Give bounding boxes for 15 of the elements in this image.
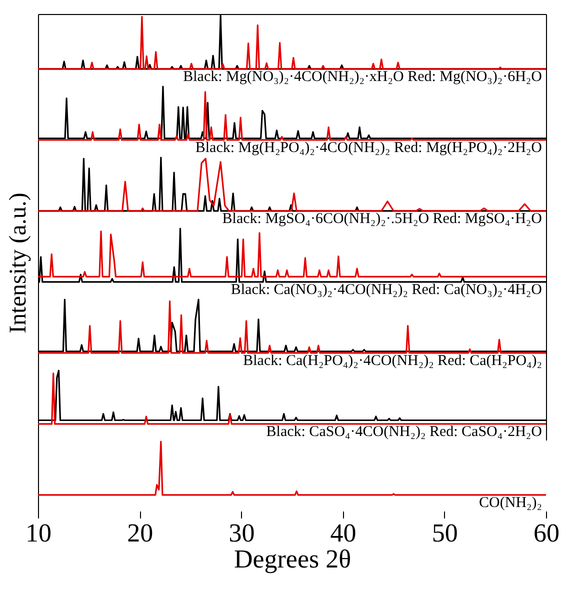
annotation: CO(NH₂)₂ xyxy=(479,495,542,511)
x-tick-label: 20 xyxy=(127,518,154,548)
x-tick-label: 30 xyxy=(228,518,255,548)
annotation: Black: Ca(NO₃)₂·4CO(NH₂)₂ Red: Ca(NO₃)₂·4H₂O xyxy=(230,282,542,298)
annotation: Black: Ca(H₂PO₄)₂·4CO(NH₂)₂ Red: Ca(H₂PO₄)₂ xyxy=(243,353,542,369)
y-axis-title: Intensity (a.u.) xyxy=(6,192,32,334)
x-tick-label: 60 xyxy=(534,518,560,548)
x-tick-label: 10 xyxy=(26,518,52,548)
text: Black: CaSO₄·4CO(NH₂)₂ Red: CaSO₄·2H₂O xyxy=(266,424,542,440)
annotation: Black: MgSO₄·6CO(NH₂)₂·.5H₂O Red: MgSO₄·H₂O xyxy=(222,211,542,227)
annotation: Black: Mg(NO₃)₂·4CO(NH₂)₂·xH₂O Red: Mg(NO₃)₂·6H₂O xyxy=(183,69,542,85)
x-tick-label: 50 xyxy=(432,518,458,548)
x-tick-label: 40 xyxy=(330,518,356,548)
x-axis-title: Degrees 2θ xyxy=(234,544,352,574)
annotation: Black: Mg(H₂PO₄)₂·4CO(NH₂)₂ Red: Mg(H₂PO₄)₂·2H₂O xyxy=(195,140,542,156)
